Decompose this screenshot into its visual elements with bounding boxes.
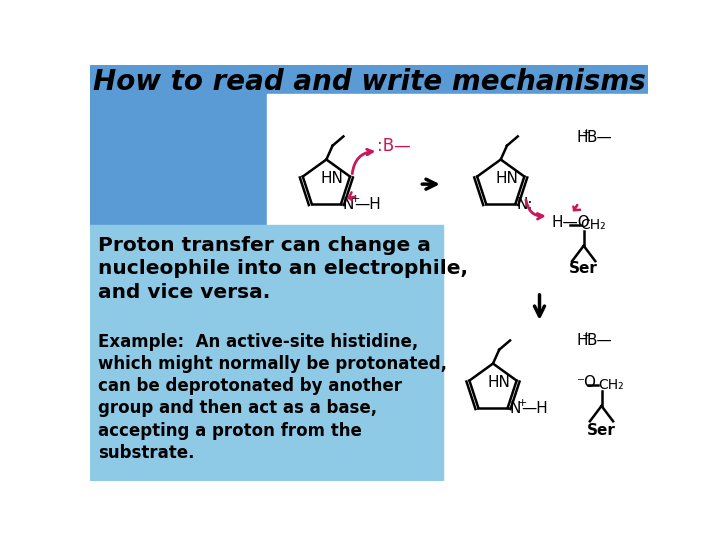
Text: ⁻O: ⁻O	[577, 375, 597, 390]
Text: N: N	[343, 197, 354, 212]
Text: HN: HN	[495, 171, 518, 186]
Text: +: +	[351, 194, 361, 204]
Text: HN: HN	[321, 171, 343, 186]
Text: CH₂: CH₂	[598, 378, 624, 392]
Text: H: H	[577, 333, 588, 348]
Text: —H: —H	[521, 401, 547, 416]
Text: CH₂: CH₂	[580, 218, 606, 232]
Text: How to read and write mechanisms: How to read and write mechanisms	[93, 68, 645, 96]
Text: H—O: H—O	[551, 215, 590, 230]
Text: HN: HN	[487, 375, 510, 390]
Text: +: +	[518, 398, 527, 408]
Text: Ser: Ser	[587, 423, 616, 438]
Text: N: N	[509, 401, 521, 416]
Text: Ser: Ser	[570, 261, 598, 276]
Text: —H: —H	[354, 197, 381, 212]
Text: :B—: :B—	[377, 137, 410, 154]
Text: +: +	[582, 129, 592, 138]
Bar	[266, 94, 648, 481]
Text: Proton transfer can change a
nucleophile into an electrophile,
and vice versa.: Proton transfer can change a nucleophile…	[98, 236, 468, 302]
Text: Example:  An active-site histidine,
which might normally be protonated,
can be d: Example: An active-site histidine, which…	[98, 333, 446, 462]
Bar	[90, 225, 443, 481]
Text: B—: B—	[587, 131, 613, 145]
Text: +: +	[582, 331, 592, 341]
Text: N:: N:	[517, 197, 534, 212]
Text: B—: B—	[587, 333, 613, 348]
Text: H: H	[577, 131, 588, 145]
